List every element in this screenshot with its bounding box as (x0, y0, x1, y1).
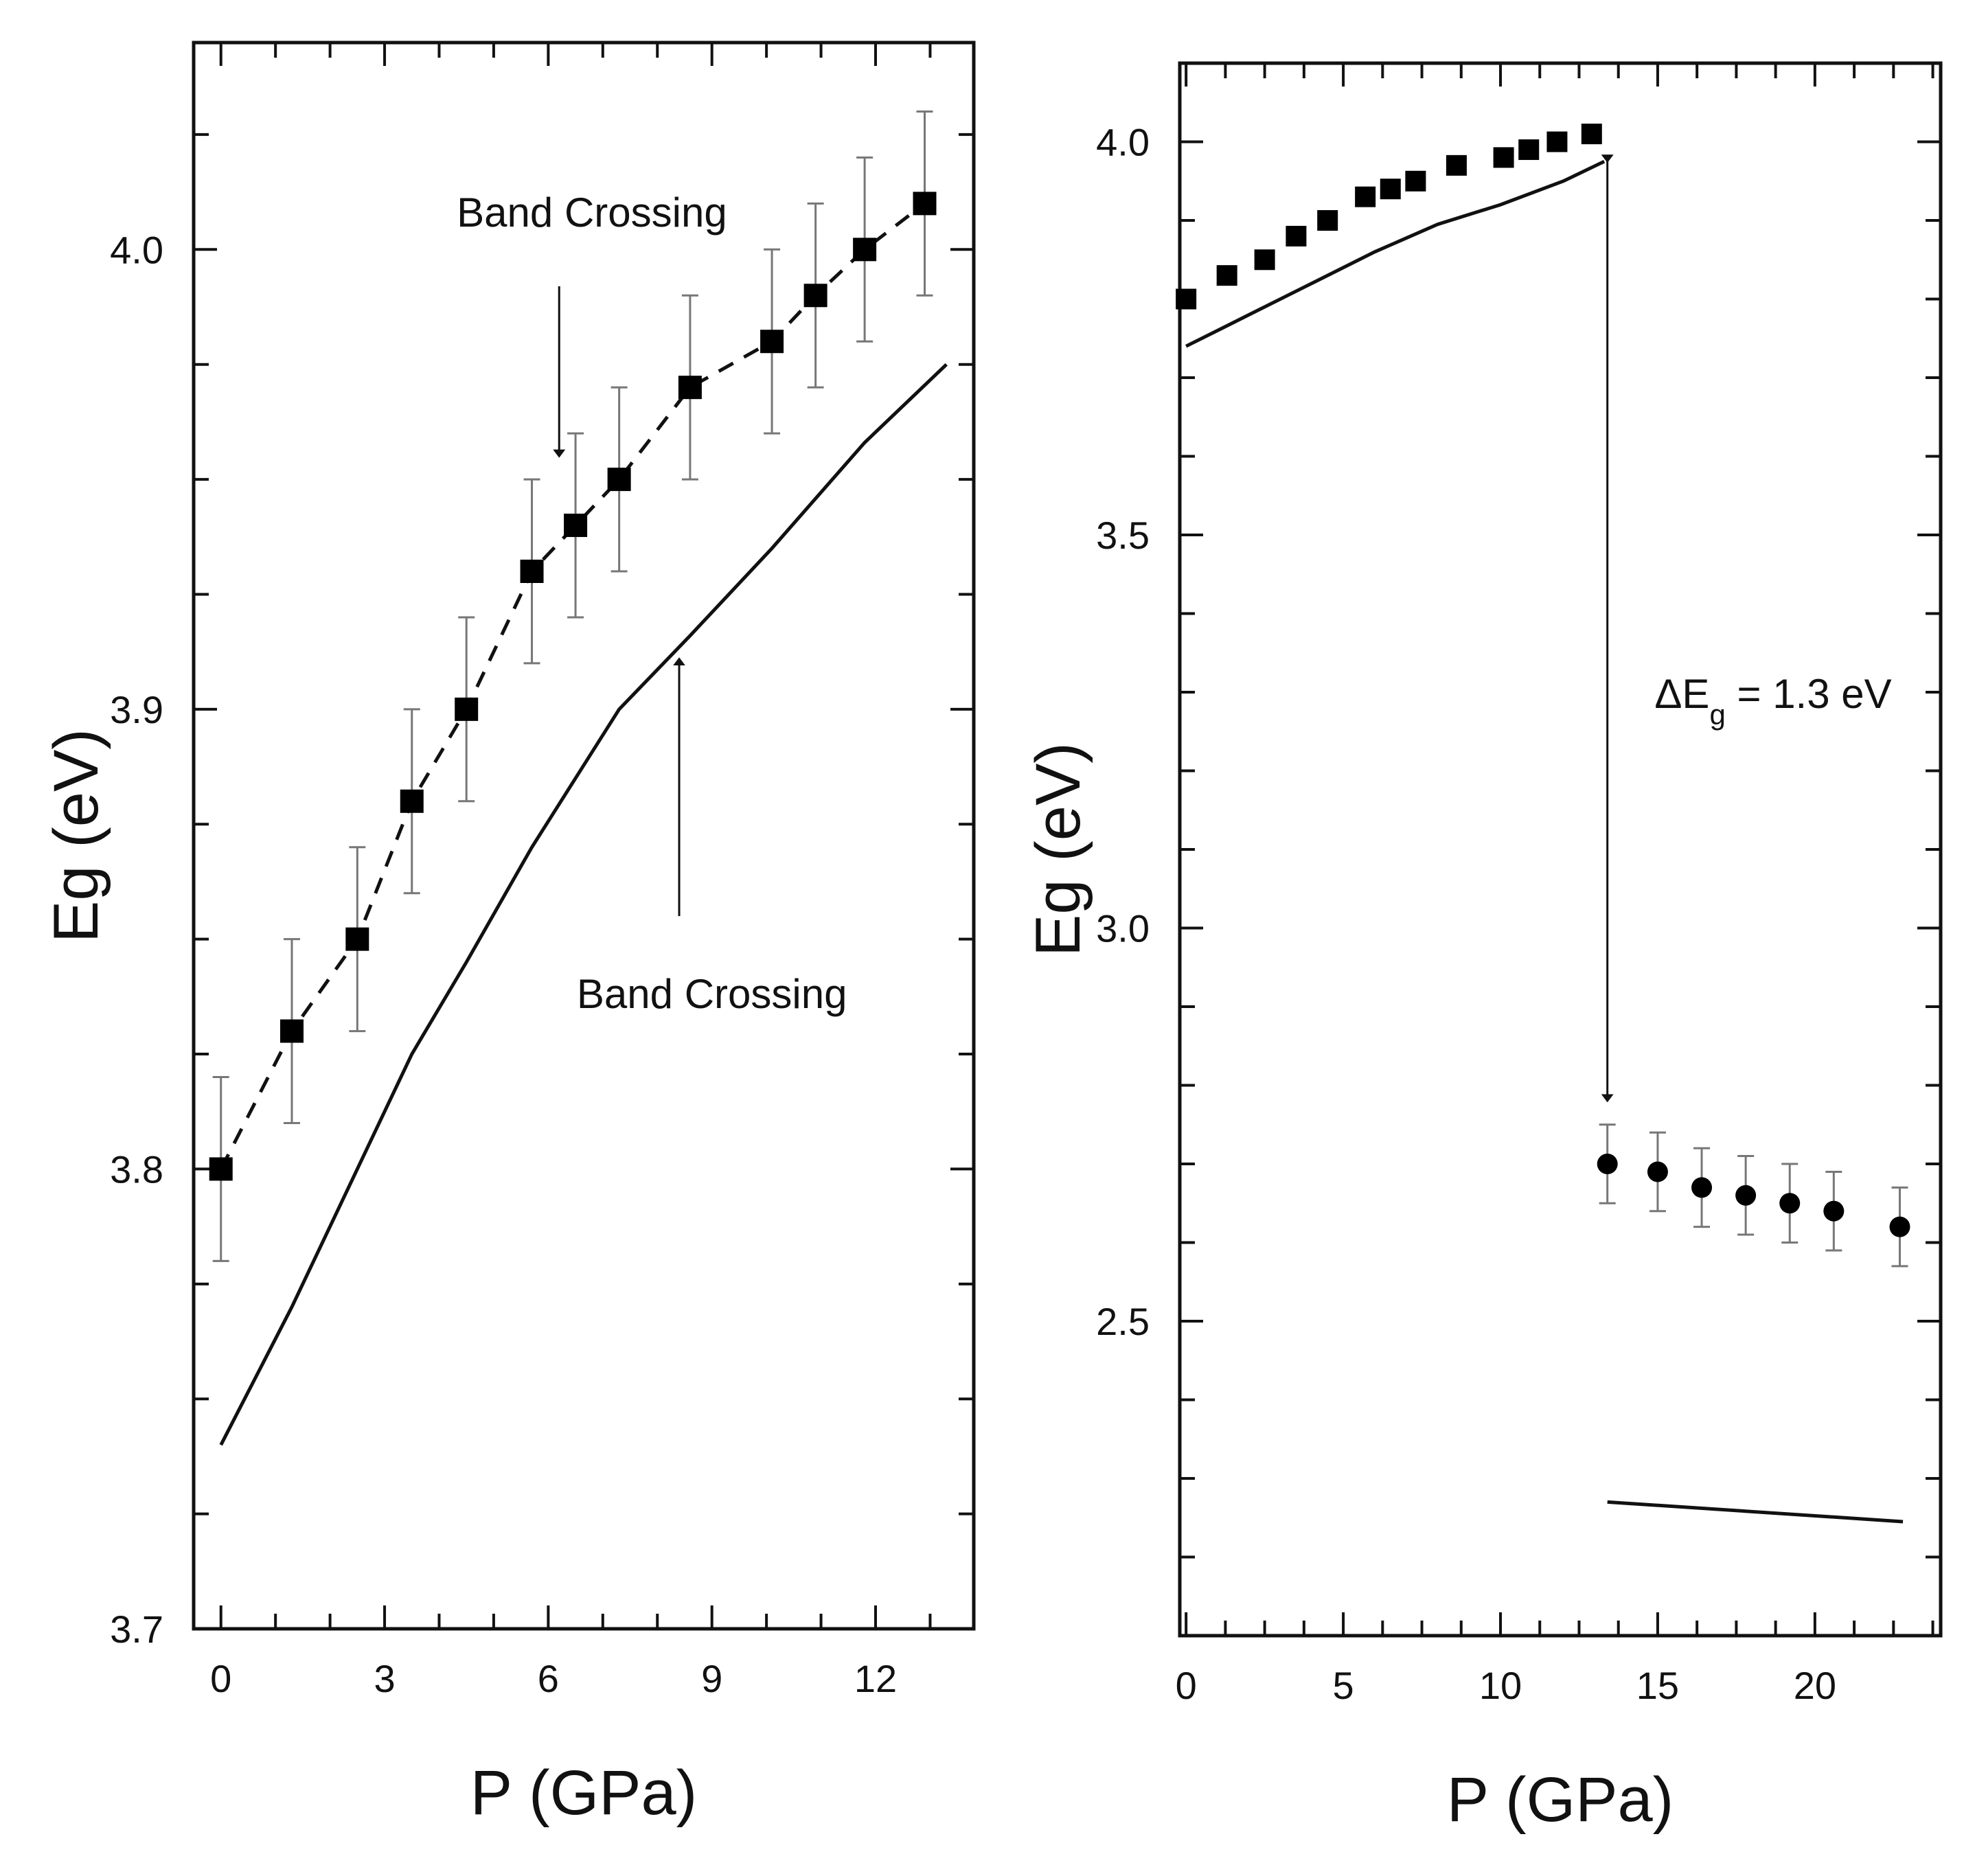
series-connector-dashed (219, 202, 926, 1170)
data-point-square (1254, 249, 1275, 271)
data-point-circle (1779, 1193, 1801, 1214)
chart-left-panel: 0 3 6 9 12 3.7 3.8 3.9 4.0 P (GPa) Eg (eV) Band Cro… (41, 41, 976, 1828)
x-axis-title: P (GPa) (470, 1758, 698, 1828)
data-point-square (1405, 170, 1426, 192)
x-tick-label: 6 (538, 1657, 559, 1700)
data-point-square (455, 697, 479, 721)
annotation: Band Crossing (457, 190, 727, 458)
y-tick-label: 3.7 (110, 1608, 163, 1651)
y-tick-label: 3.8 (110, 1147, 163, 1191)
data-point-square (1286, 225, 1307, 247)
y-tick-label: 4.0 (1096, 121, 1150, 164)
data-point-square (803, 284, 827, 308)
series-line (1607, 1500, 1904, 1524)
y-tick-label: 2.5 (1096, 1300, 1150, 1343)
data-point-square (209, 1157, 233, 1181)
x-tick-label: 12 (854, 1657, 897, 1700)
series-experiment-high (1597, 1123, 1910, 1268)
annotation-label: ΔEg = 1.3 eV (1654, 671, 1891, 731)
series-experiment (209, 110, 937, 1262)
annotation: ΔEg = 1.3 eV (1601, 155, 1892, 1103)
data-point-square (520, 560, 544, 583)
data-point-square (913, 192, 937, 216)
annotation: Band Crossing (577, 657, 847, 1017)
annotation-label-main: ΔE (1654, 671, 1709, 717)
data-point-square (1546, 131, 1568, 152)
data-point-square (1446, 155, 1467, 176)
series-theory-low (1185, 159, 1606, 348)
series-theory (219, 363, 948, 1446)
annotation-label-subscript: g (1709, 698, 1725, 731)
data-point-circle (1597, 1154, 1618, 1174)
series-line (1185, 159, 1606, 348)
data-point-square (1355, 186, 1376, 207)
data-point-circle (1823, 1200, 1845, 1222)
x-tick-label: 0 (210, 1657, 231, 1700)
data-point-circle (1889, 1216, 1910, 1237)
series-theory-high (1607, 1500, 1904, 1524)
data-point-square (400, 789, 424, 813)
x-axis-title: P (GPa) (1447, 1765, 1674, 1835)
y-tick-label: 4.0 (110, 228, 163, 271)
data-point-circle (1647, 1161, 1668, 1182)
y-tick-label: 3.5 (1096, 514, 1150, 557)
data-point-square (1518, 139, 1540, 160)
data-point-circle (1735, 1185, 1757, 1206)
data-point-square (760, 330, 784, 354)
annotation-label-rest: = 1.3 eV (1726, 671, 1892, 717)
annotation-label: Band Crossing (457, 190, 727, 236)
annotation-label: Band Crossing (577, 971, 847, 1017)
data-point-square (853, 238, 877, 262)
data-point-square (1493, 147, 1514, 168)
plot-frame (192, 41, 976, 1631)
x-tick-label: 0 (1176, 1664, 1197, 1707)
data-point-square (1176, 288, 1197, 310)
data-point-square (607, 468, 631, 492)
chart-right-panel: 0 5 10 15 20 2.5 3.0 3.5 4.0 P (GPa) Eg (eV) ΔEg = … (1023, 61, 1943, 1835)
x-tick-label: 3 (374, 1657, 395, 1700)
y-axis-title: Eg (eV) (1023, 742, 1093, 957)
x-tick-label: 15 (1636, 1664, 1679, 1707)
data-point-square (1317, 210, 1338, 231)
x-tick-label: 20 (1794, 1664, 1836, 1707)
x-tick-label: 10 (1479, 1664, 1522, 1707)
data-point-square (279, 1019, 304, 1043)
y-tick-label: 3.9 (110, 688, 163, 731)
series-experiment-low (1176, 124, 1602, 310)
data-point-square (678, 376, 702, 400)
series-line (219, 363, 948, 1446)
data-point-square (1380, 179, 1401, 200)
y-axis-title: Eg (eV) (41, 729, 111, 943)
x-tick-label: 9 (701, 1657, 722, 1700)
data-point-square (564, 514, 588, 538)
y-tick-label: 3.0 (1096, 907, 1150, 950)
data-point-square (1216, 265, 1237, 286)
data-point-circle (1691, 1177, 1713, 1198)
data-point-square (345, 927, 369, 951)
plot-frame (1178, 61, 1943, 1638)
x-tick-label: 5 (1333, 1664, 1354, 1707)
data-point-square (1581, 124, 1602, 145)
